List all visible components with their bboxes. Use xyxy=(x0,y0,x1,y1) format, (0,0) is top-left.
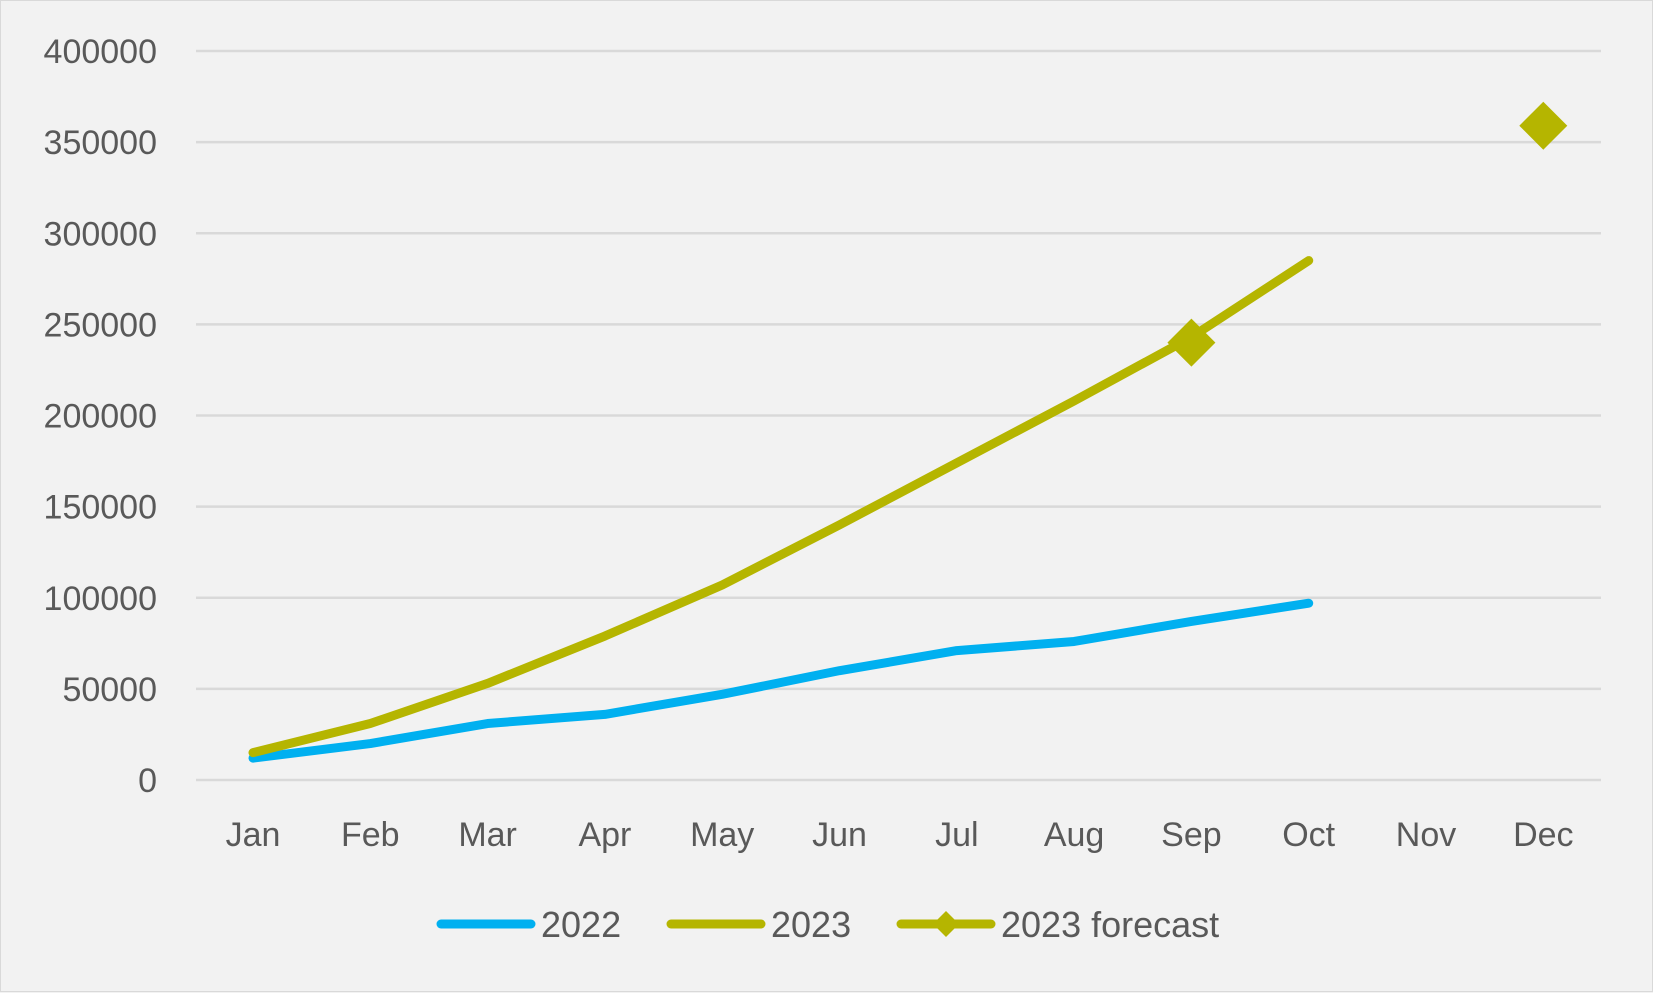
x-tick-label: Mar xyxy=(458,816,517,854)
y-tick-label: 300000 xyxy=(44,215,157,253)
y-tick-label: 150000 xyxy=(44,489,157,527)
x-tick-label: Jul xyxy=(935,816,978,854)
series-lines xyxy=(253,261,1309,759)
y-tick-label: 100000 xyxy=(44,580,157,618)
series-line-2022 xyxy=(253,603,1309,758)
x-tick-label: May xyxy=(690,816,754,854)
legend-swatch-diamond xyxy=(933,911,959,937)
x-axis-tick-labels: Jan Feb Mar Apr May Jun Jul Aug Sep Oct Nov Dec xyxy=(226,816,1574,854)
x-tick-label: Jun xyxy=(812,816,867,854)
legend-label: 2023 forecast xyxy=(1001,904,1219,945)
gridlines xyxy=(196,51,1601,780)
x-tick-label: Oct xyxy=(1282,816,1335,854)
y-tick-label: 50000 xyxy=(62,671,157,709)
x-tick-label: Feb xyxy=(341,816,400,854)
y-tick-label: 200000 xyxy=(44,398,157,436)
x-tick-label: Nov xyxy=(1396,816,1456,854)
y-tick-label: 350000 xyxy=(44,124,157,162)
x-tick-label: Dec xyxy=(1513,816,1573,854)
x-tick-label: Sep xyxy=(1161,816,1222,854)
y-axis-tick-labels: 0 50000 100000 150000 200000 250000 300000 3500… xyxy=(44,33,157,800)
x-tick-label: Aug xyxy=(1044,816,1105,854)
x-tick-label: Apr xyxy=(578,816,631,854)
y-tick-label: 0 xyxy=(138,762,157,800)
legend-label: 2023 xyxy=(771,904,851,945)
x-tick-label: Jan xyxy=(226,816,281,854)
legend-label: 2022 xyxy=(541,904,621,945)
legend: 2022 2023 2023 forecast xyxy=(441,904,1219,945)
y-tick-label: 250000 xyxy=(44,306,157,344)
y-tick-label: 400000 xyxy=(44,33,157,71)
